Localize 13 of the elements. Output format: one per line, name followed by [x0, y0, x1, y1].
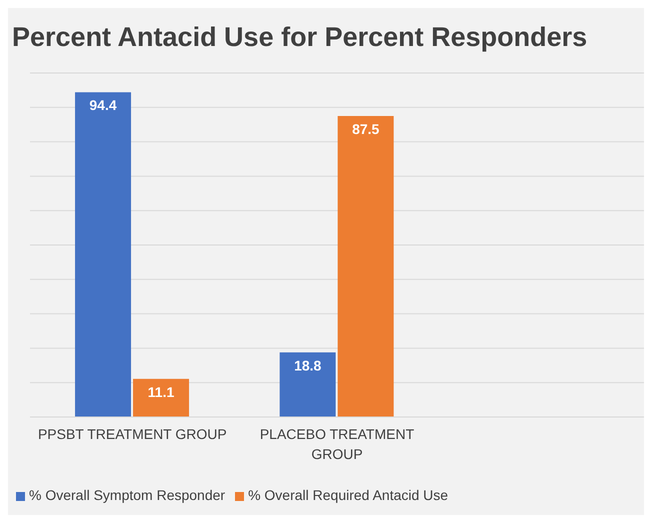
x-tick-label: PPSBT TREATMENT GROUP	[38, 426, 227, 442]
legend-label: % Overall Symptom Responder	[29, 487, 226, 503]
chart-title: Percent Antacid Use for Percent Responders	[11, 21, 588, 53]
data-label: 87.5	[352, 120, 380, 137]
data-label: 18.8	[294, 357, 322, 374]
legend-label: % Overall Required Antacid Use	[248, 487, 448, 503]
bar	[280, 352, 336, 417]
data-label: 94.4	[89, 97, 117, 114]
bar	[133, 378, 190, 417]
bar	[75, 92, 132, 417]
data-label: 11.1	[148, 384, 174, 400]
x-tick-label: PLACEBO TREATMENT GROUP	[260, 426, 415, 462]
bar	[338, 116, 394, 417]
